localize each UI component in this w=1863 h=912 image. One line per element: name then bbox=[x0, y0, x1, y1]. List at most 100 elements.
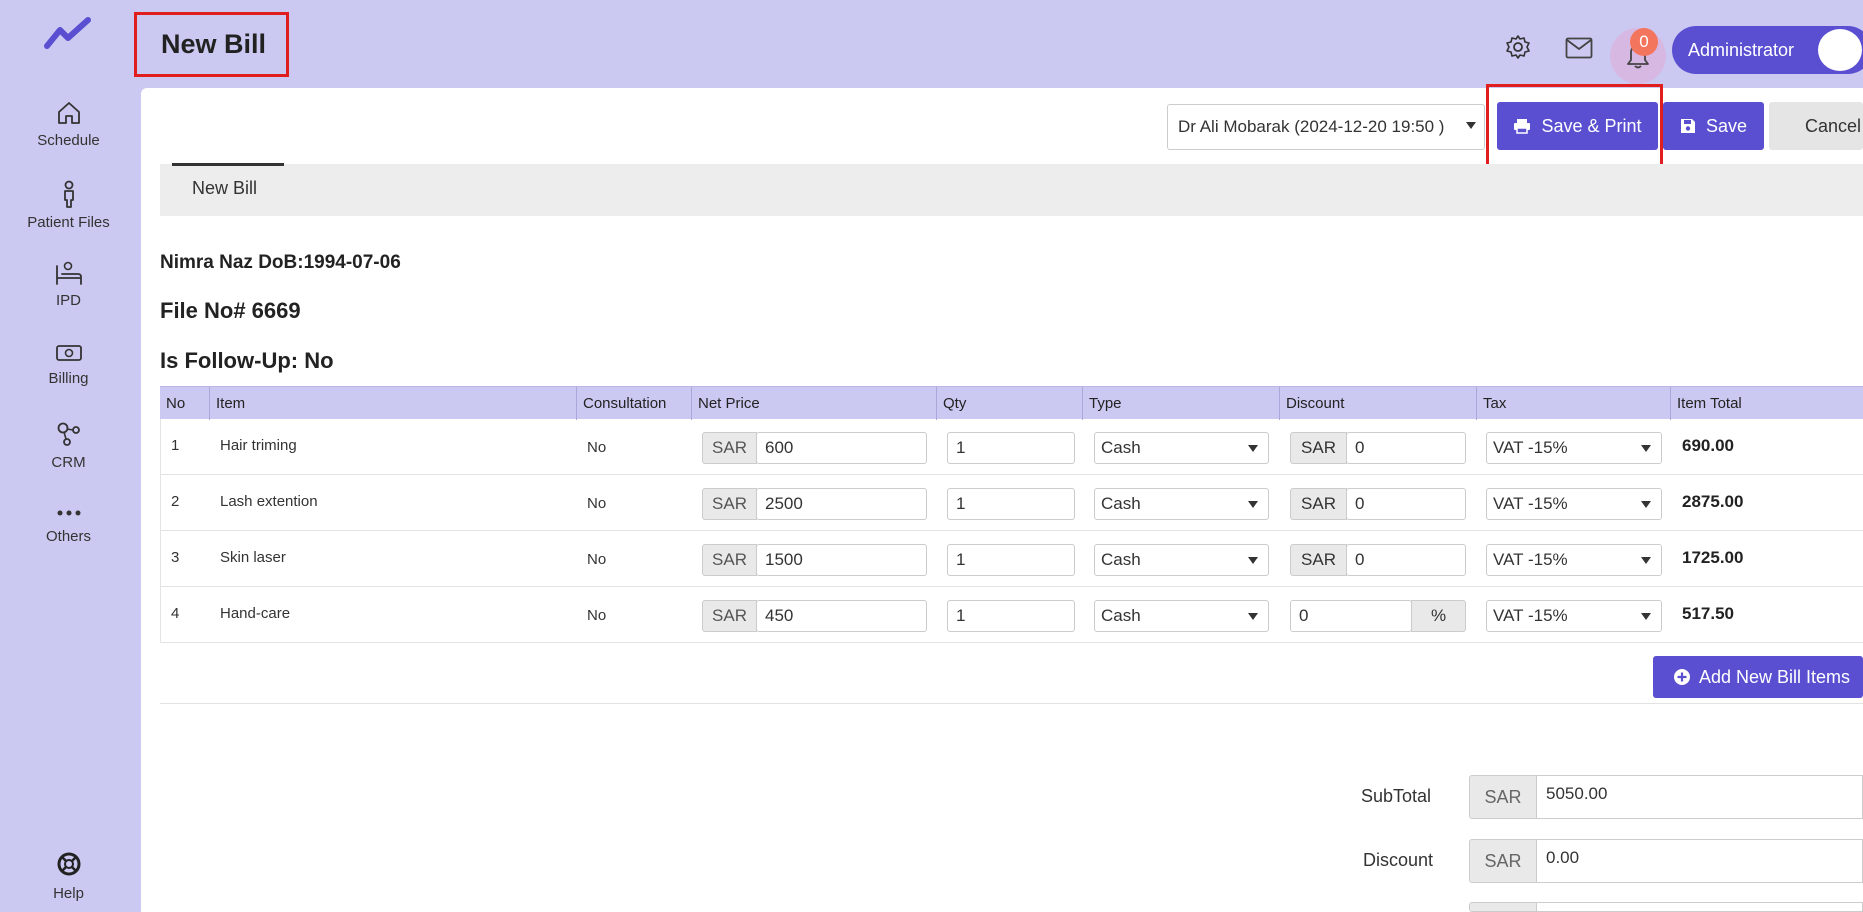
save-button[interactable]: Save bbox=[1663, 102, 1764, 150]
gear-icon[interactable] bbox=[1505, 34, 1531, 60]
item-name: Hair triming bbox=[220, 437, 297, 454]
tax-select[interactable]: VAT -15% bbox=[1486, 544, 1662, 576]
type-select[interactable]: Cash bbox=[1094, 432, 1269, 464]
item-total: 1725.00 bbox=[1682, 548, 1744, 567]
net-price-input[interactable]: 600 bbox=[756, 432, 927, 464]
person-icon bbox=[63, 180, 74, 208]
qty-input[interactable]: 1 bbox=[947, 544, 1075, 576]
discount-input[interactable]: 0 bbox=[1346, 488, 1466, 520]
sidebar-item-ipd[interactable]: IPD bbox=[0, 260, 137, 309]
avatar[interactable] bbox=[1818, 29, 1862, 71]
item-total: 517.50 bbox=[1682, 604, 1734, 623]
item-total: 690.00 bbox=[1682, 436, 1734, 455]
qty-input[interactable]: 1 bbox=[947, 432, 1075, 464]
money-icon bbox=[55, 345, 82, 361]
type-select[interactable]: Cash bbox=[1094, 600, 1269, 632]
chevron-down-icon bbox=[1248, 557, 1258, 564]
qty-input[interactable]: 1 bbox=[947, 488, 1075, 520]
page-title: New Bill bbox=[134, 12, 289, 77]
patient-name-dob: Nimra Naz DoB:1994-07-06 bbox=[160, 252, 401, 273]
discount-input[interactable]: 0 bbox=[1290, 600, 1412, 632]
mail-icon[interactable] bbox=[1565, 37, 1593, 59]
discount-mode-addon[interactable]: % bbox=[1411, 600, 1466, 632]
currency-addon-partial bbox=[1469, 902, 1537, 912]
save-print-button[interactable]: Save & Print bbox=[1497, 102, 1658, 150]
floppy-icon bbox=[1680, 119, 1695, 133]
sidebar-item-label: Others bbox=[45, 528, 91, 545]
consultation-value: No bbox=[587, 439, 607, 456]
lifebuoy-icon bbox=[57, 852, 80, 876]
chevron-down-icon bbox=[1248, 613, 1258, 620]
sidebar-item-billing[interactable]: Billing bbox=[0, 342, 137, 387]
type-select[interactable]: Cash bbox=[1094, 488, 1269, 520]
sidebar-item-crm[interactable]: CRM bbox=[0, 420, 137, 471]
row-number: 1 bbox=[171, 437, 180, 454]
sidebar-item-label: Patient Files bbox=[27, 214, 110, 231]
discount-input[interactable]: 0 bbox=[1346, 544, 1466, 576]
type-value: Cash bbox=[1101, 606, 1141, 625]
chevron-down-icon bbox=[1248, 501, 1258, 508]
tax-value: VAT -15% bbox=[1493, 494, 1568, 513]
sidebar: Schedule Patient Files IPD Billing CRM O… bbox=[0, 0, 137, 912]
col-header-consultation: Consultation bbox=[576, 387, 666, 420]
doctor-select[interactable]: Dr Ali Mobarak (2024-12-20 19:50 ) bbox=[1167, 104, 1485, 150]
type-value: Cash bbox=[1101, 550, 1141, 569]
qty-input[interactable]: 1 bbox=[947, 600, 1075, 632]
item-name: Lash extention bbox=[220, 493, 318, 510]
chevron-down-icon bbox=[1248, 445, 1258, 452]
sidebar-item-schedule[interactable]: Schedule bbox=[0, 100, 137, 149]
type-select[interactable]: Cash bbox=[1094, 544, 1269, 576]
bed-icon bbox=[55, 261, 82, 285]
item-total: 2875.00 bbox=[1682, 492, 1744, 511]
tax-select[interactable]: VAT -15% bbox=[1486, 432, 1662, 464]
follow-up-status: Is Follow-Up: No bbox=[160, 348, 334, 373]
discount-mode-addon[interactable]: SAR bbox=[1290, 488, 1347, 520]
discount-total-field[interactable]: 0.00 bbox=[1536, 839, 1863, 883]
tax-select[interactable]: VAT -15% bbox=[1486, 488, 1662, 520]
sidebar-item-patient-files[interactable]: Patient Files bbox=[0, 180, 137, 231]
total-field-partial[interactable] bbox=[1536, 902, 1863, 912]
discount-input[interactable]: 0 bbox=[1346, 432, 1466, 464]
discount-mode-addon[interactable]: SAR bbox=[1290, 432, 1347, 464]
net-price-input[interactable]: 1500 bbox=[756, 544, 927, 576]
type-value: Cash bbox=[1101, 438, 1141, 457]
currency-addon: SAR bbox=[702, 600, 757, 632]
network-icon bbox=[57, 422, 80, 446]
tab-new-bill[interactable]: New Bill bbox=[192, 178, 258, 198]
table-header: No Item Consultation Net Price Qty Type … bbox=[160, 386, 1863, 420]
col-header-qty: Qty bbox=[936, 387, 966, 420]
add-bill-items-button[interactable]: Add New Bill Items bbox=[1653, 656, 1863, 698]
logo-icon bbox=[44, 17, 91, 49]
subtotal-field[interactable]: 5050.00 bbox=[1536, 775, 1863, 819]
net-price-input[interactable]: 450 bbox=[756, 600, 927, 632]
discount-label: Discount bbox=[1363, 850, 1434, 870]
more-icon bbox=[57, 510, 80, 516]
col-header-type: Type bbox=[1082, 387, 1122, 420]
sidebar-item-others[interactable]: Others bbox=[0, 504, 137, 545]
discount-mode-addon[interactable]: SAR bbox=[1290, 544, 1347, 576]
subtotal-label: SubTotal bbox=[1361, 786, 1432, 806]
net-price-input[interactable]: 2500 bbox=[756, 488, 927, 520]
tax-select[interactable]: VAT -15% bbox=[1486, 600, 1662, 632]
home-icon bbox=[57, 102, 80, 124]
tax-value: VAT -15% bbox=[1493, 438, 1568, 457]
col-header-tax: Tax bbox=[1476, 387, 1506, 420]
chevron-down-icon bbox=[1641, 613, 1651, 620]
plus-circle-icon bbox=[1674, 669, 1690, 685]
col-header-item: Item bbox=[209, 387, 245, 420]
save-label: Save bbox=[1705, 115, 1748, 136]
currency-addon: SAR bbox=[1469, 775, 1537, 819]
currency-addon: SAR bbox=[702, 432, 757, 464]
col-header-no: No bbox=[166, 395, 186, 412]
add-bill-items-label: Add New Bill Items bbox=[1699, 666, 1851, 687]
cancel-button[interactable]: Cancel bbox=[1769, 102, 1863, 150]
tax-value: VAT -15% bbox=[1493, 550, 1568, 569]
col-header-discount: Discount bbox=[1279, 387, 1344, 420]
help-label: Help bbox=[53, 885, 84, 902]
type-value: Cash bbox=[1101, 494, 1141, 513]
notification-badge: 0 bbox=[1630, 28, 1658, 56]
sidebar-item-help[interactable]: Help bbox=[0, 851, 137, 902]
divider bbox=[160, 703, 1863, 704]
row-number: 2 bbox=[171, 493, 180, 510]
row-number: 3 bbox=[171, 549, 180, 566]
